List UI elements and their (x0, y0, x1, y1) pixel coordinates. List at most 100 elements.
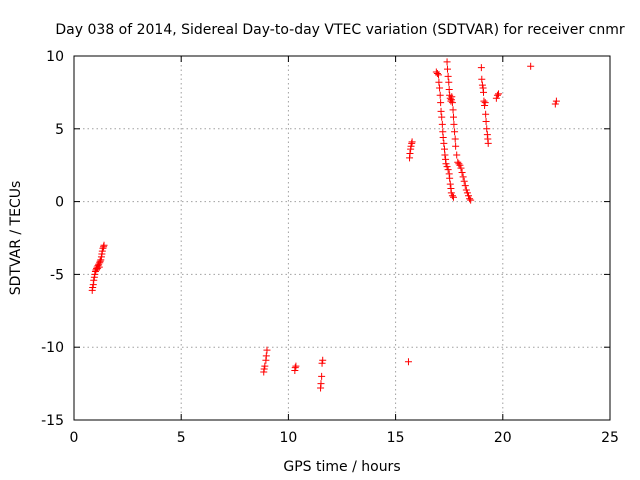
y-tick-label: -15 (41, 413, 64, 429)
data-point (446, 180, 454, 188)
x-axis-label: GPS time / hours (283, 459, 400, 475)
data-point (462, 186, 470, 194)
data-point (98, 247, 106, 255)
data-point (446, 174, 454, 182)
data-point (263, 346, 271, 354)
data-point (483, 125, 491, 133)
data-point (453, 151, 461, 159)
data-point (438, 113, 446, 121)
x-tick-label: 20 (494, 430, 512, 446)
data-point (450, 120, 458, 128)
data-point (319, 356, 327, 364)
data-point (451, 128, 459, 136)
grid-lines (74, 56, 610, 420)
data-point (95, 260, 103, 268)
data-point (261, 362, 269, 370)
data-point (447, 189, 455, 197)
data-point (404, 358, 412, 366)
data-point (448, 192, 456, 200)
data-point (552, 97, 560, 105)
data-point (443, 163, 451, 171)
data-point (89, 284, 97, 292)
data-point (436, 84, 444, 92)
data-point (260, 365, 268, 373)
data-point (458, 168, 466, 176)
data-point (457, 164, 465, 172)
data-point (438, 120, 446, 128)
data-point (464, 192, 472, 200)
data-point (481, 102, 489, 110)
data-point (318, 359, 326, 367)
y-tick-label: -5 (50, 267, 64, 283)
data-point (435, 78, 443, 86)
data-point (444, 72, 452, 80)
data-point (484, 139, 492, 147)
data-point (318, 372, 326, 380)
data-point (449, 113, 457, 121)
data-point (466, 195, 474, 203)
data-point (527, 62, 535, 70)
data-point (437, 99, 445, 107)
data-point (482, 118, 490, 126)
data-point (455, 160, 463, 168)
data-point (90, 276, 98, 284)
data-point (445, 78, 453, 86)
data-point (262, 352, 270, 360)
data-point (439, 134, 447, 142)
data-point (449, 106, 457, 114)
data-point (97, 256, 105, 264)
data-point (467, 196, 475, 204)
data-point (449, 193, 457, 201)
data-point (551, 100, 559, 108)
data-point (477, 64, 485, 72)
data-point (459, 173, 467, 181)
data-point (446, 94, 454, 102)
data-point (92, 266, 100, 274)
data-point (437, 107, 445, 115)
data-point (451, 135, 459, 143)
x-tick-label: 0 (70, 430, 79, 446)
data-point (317, 380, 325, 388)
data-point (292, 362, 300, 370)
data-point (463, 189, 471, 197)
data-point (443, 65, 451, 73)
data-point (448, 99, 456, 107)
data-point (94, 262, 102, 270)
data-point (440, 139, 448, 147)
data-point (406, 150, 414, 158)
data-point (443, 58, 451, 66)
data-point (492, 94, 500, 102)
data-point (407, 142, 415, 150)
data-point (99, 244, 107, 252)
data-point (481, 99, 489, 107)
axis-ticks: 0 5 10 15 20 25 -15 -10 -5 0 5 10 (41, 49, 619, 446)
data-point (478, 75, 486, 83)
data-point (480, 88, 488, 96)
data-point (291, 364, 299, 372)
data-point (408, 138, 416, 146)
data-point (441, 151, 449, 159)
chart-title: Day 038 of 2014, Sidereal Day-to-day VTE… (55, 22, 624, 38)
data-point (493, 91, 501, 99)
y-tick-label: 0 (55, 195, 64, 211)
x-tick-label: 15 (387, 430, 405, 446)
data-point (433, 69, 441, 77)
y-tick-label: -10 (41, 340, 64, 356)
data-point (442, 160, 450, 168)
data-point (436, 91, 444, 99)
data-point (482, 110, 490, 118)
x-tick-label: 25 (601, 430, 619, 446)
data-point (444, 166, 452, 174)
data-point (434, 71, 442, 79)
y-axis-label: SDTVAR / TECUs (8, 181, 24, 296)
data-point (452, 142, 460, 150)
data-point (96, 257, 104, 265)
plot-frame (73, 55, 611, 421)
x-tick-label: 5 (177, 430, 186, 446)
data-point (456, 161, 464, 169)
y-tick-label: 5 (55, 122, 64, 138)
data-point (495, 90, 503, 98)
data-point (478, 81, 486, 89)
data-point (461, 182, 469, 190)
